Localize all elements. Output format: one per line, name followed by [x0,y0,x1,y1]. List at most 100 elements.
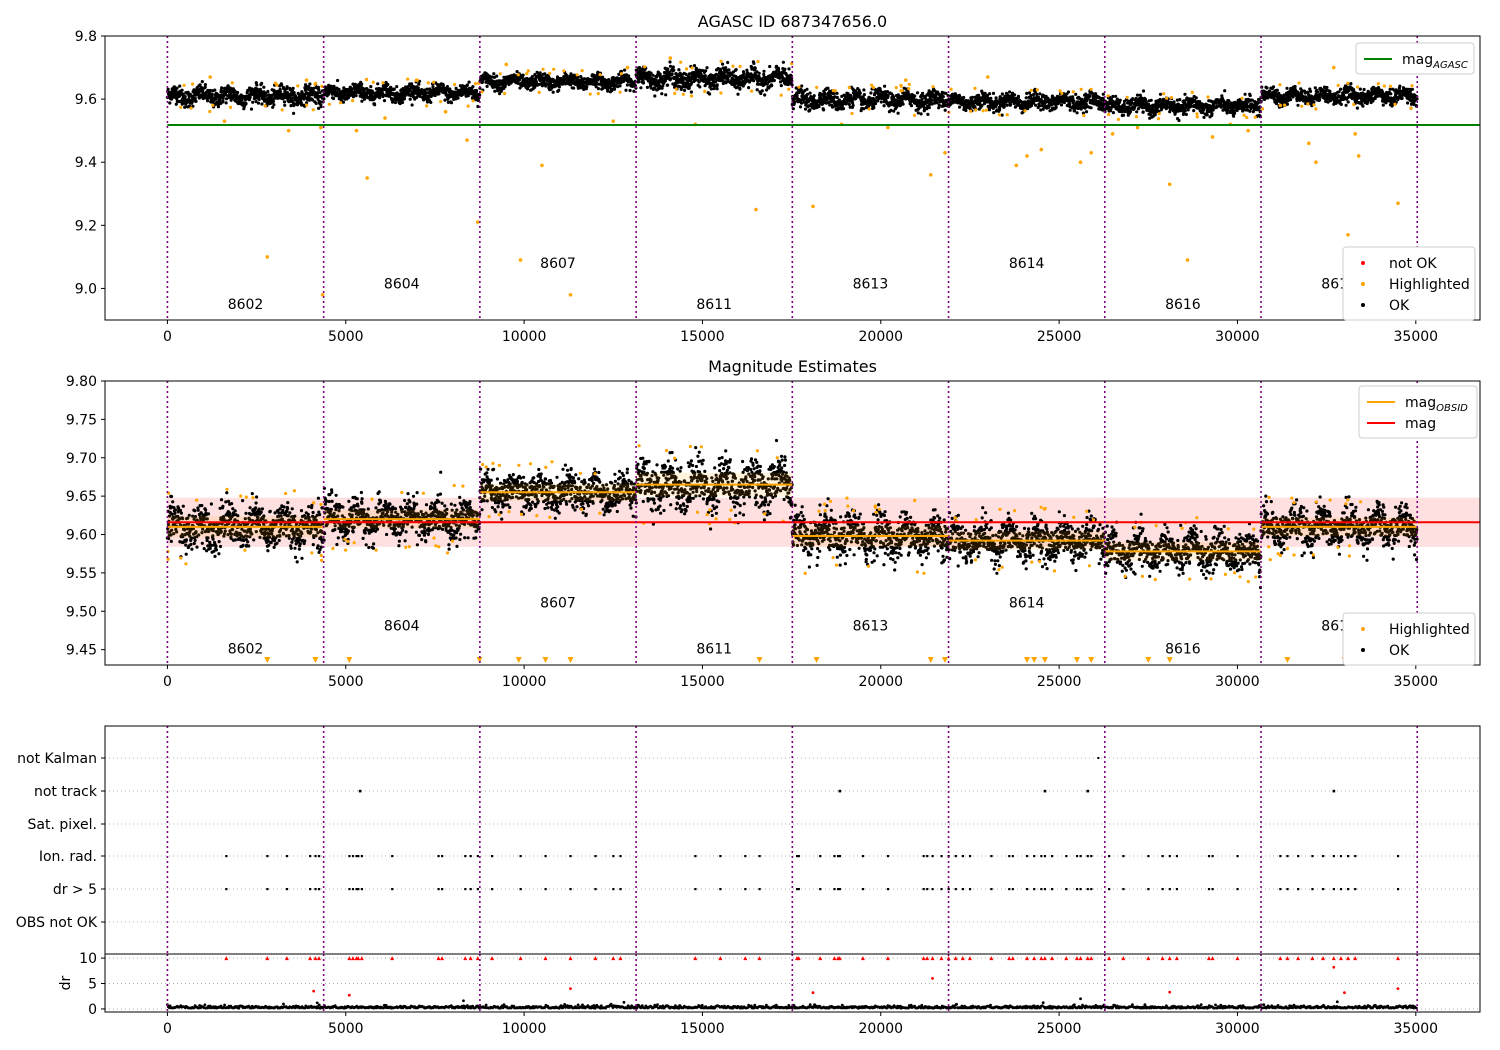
ok-point [369,85,373,89]
ok-point [271,105,275,109]
ok-point [193,96,197,101]
highlighted-point [263,104,267,108]
ok-point [640,67,644,71]
ok-point [300,91,304,95]
highlighted-point [912,113,917,117]
ok-point [398,102,402,106]
ok-point [1210,112,1214,116]
ok-point [991,91,996,95]
ok-point [474,89,479,94]
ok-point [431,85,435,89]
ok-point [1271,85,1276,89]
highlighted-point [973,86,977,90]
ok-point [317,88,321,92]
ok-point [958,105,962,109]
ok-point [1084,110,1089,114]
ok-point [476,104,480,109]
ok-point [670,72,674,76]
ok-point [1141,110,1145,114]
highlighted-point [228,105,233,109]
ok-point [676,73,680,77]
highlighted-point [189,106,193,110]
highlighted-point [537,90,541,94]
ok-point [726,78,730,82]
ok-point [610,89,614,93]
highlighted-point [466,104,470,108]
ok-point [200,80,204,84]
ok-point [687,72,692,76]
highlighted-point [182,83,186,87]
ok-point [445,85,449,89]
ok-point [721,62,725,66]
ok-point [755,88,759,92]
highlighted-point [1134,115,1139,119]
ok-point [1233,111,1237,115]
ok-point [1034,103,1038,107]
ok-point [988,92,992,96]
ok-point [456,96,460,100]
ok-point [684,72,688,76]
ok-point [1183,92,1187,96]
highlighted-point [1169,96,1173,100]
ok-point [858,91,862,95]
ok-point [1318,98,1322,102]
ok-point [992,111,996,115]
ok-point [915,91,920,95]
highlighted-point [339,101,343,105]
ok-point [169,97,174,101]
ok-point [799,88,803,92]
ok-point [393,100,398,105]
ok-point [326,92,331,96]
ok-point [254,100,258,104]
ok-point [417,82,421,86]
ok-point [319,105,323,109]
ok-point [557,88,561,92]
highlighted-point [371,80,375,84]
ok-point [331,96,336,101]
highlighted-point [274,81,278,85]
ok-point [763,93,767,97]
ok-point [341,100,345,104]
ok-point [285,85,289,89]
ok-point [1158,97,1162,102]
ok-point [651,73,655,77]
ok-point [465,83,469,87]
ok-point [677,68,681,72]
ok-point [594,85,598,89]
ok-point [236,91,240,95]
ok-point [1013,93,1017,97]
highlighted-point [208,109,212,114]
ok-point [471,85,475,89]
ok-point [658,72,662,76]
ok-point [673,84,678,88]
highlighted-point [1116,117,1120,121]
highlighted-point [580,69,584,73]
ok-point [702,79,706,83]
ok-point [841,107,846,111]
ok-point [689,90,694,94]
highlighted-point [365,77,369,81]
ok-point [1135,110,1139,114]
ok-point [1025,91,1029,95]
highlighted-point [679,60,683,64]
ok-point [862,88,866,92]
highlighted-point [473,82,478,86]
ok-point [1289,98,1293,102]
highlighted-point [899,83,903,87]
highlighted-point [797,85,801,89]
ok-point [808,108,812,112]
ok-point [709,87,713,91]
ok-point [734,68,738,72]
ok-point [637,80,641,84]
ok-point [416,86,420,90]
highlighted-point [984,108,989,112]
ok-point [437,92,441,96]
ok-point [1186,108,1190,112]
ok-point [804,96,809,100]
ok-point [1285,86,1289,90]
ok-point [873,102,878,106]
highlighted-point [787,87,791,91]
ok-point [1205,113,1209,117]
ok-point [446,100,450,104]
